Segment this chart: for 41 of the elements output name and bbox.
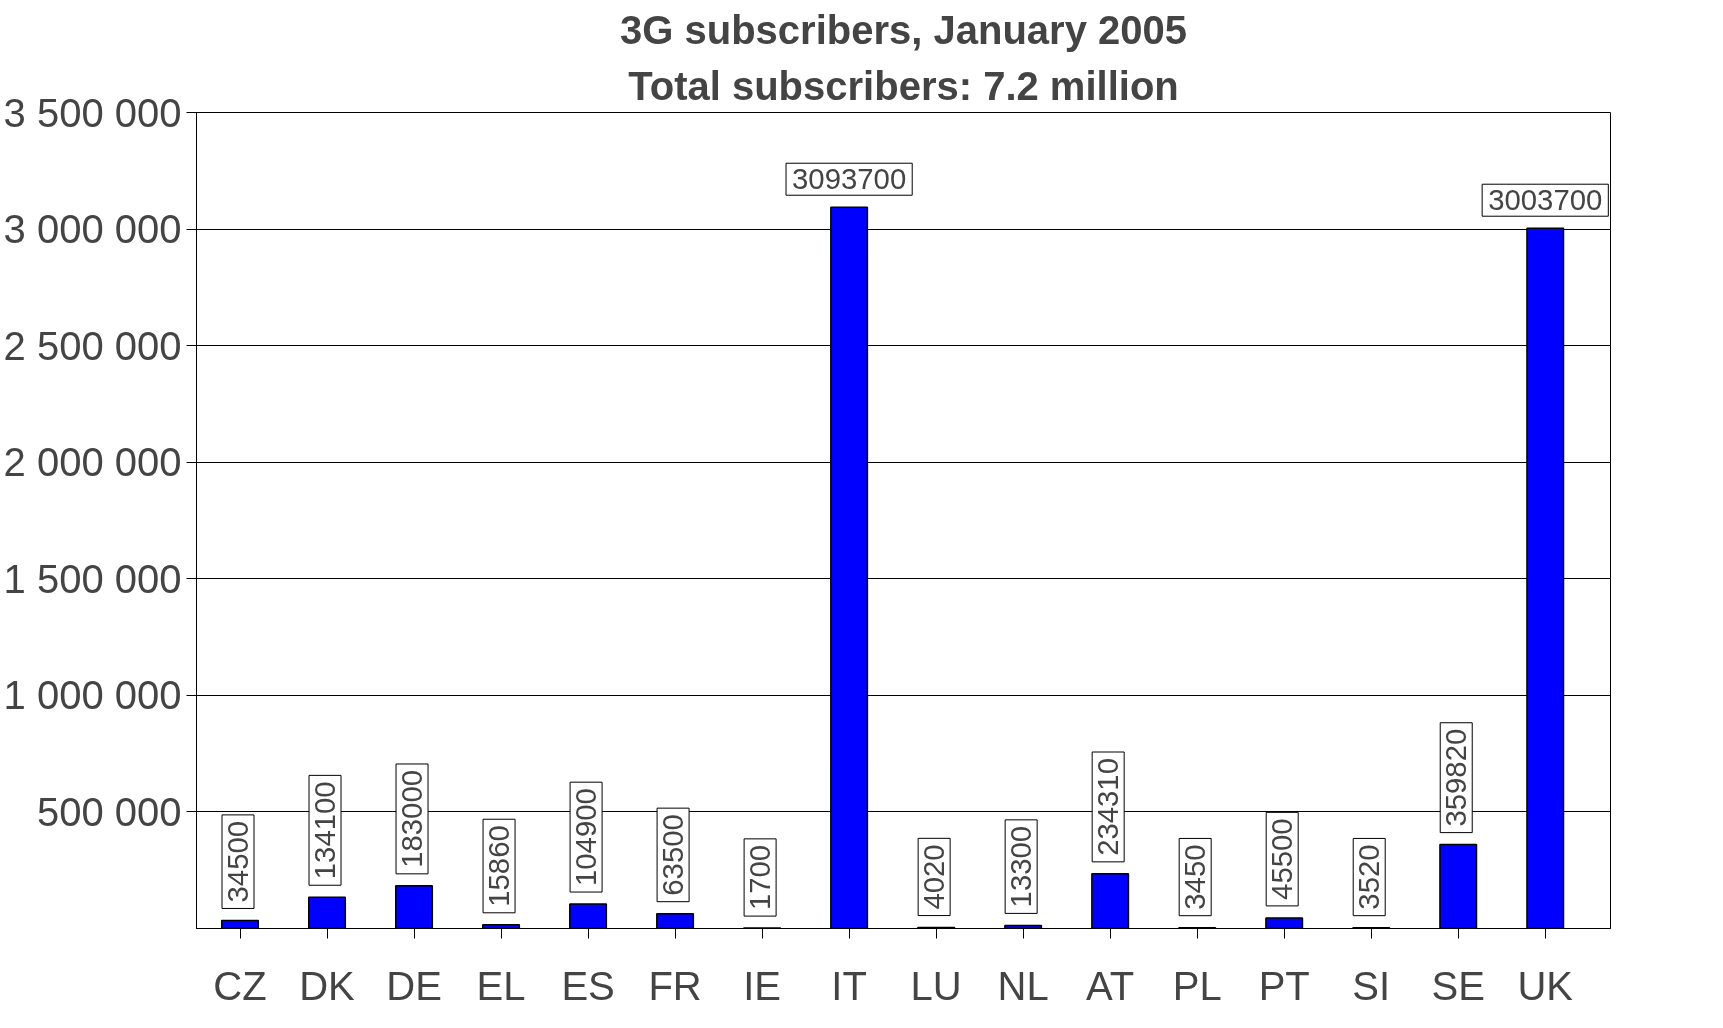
y-tick-label: 1 000 000 xyxy=(3,673,182,718)
x-tick-label: FR xyxy=(648,963,702,1008)
x-tick-label: SE xyxy=(1431,963,1485,1008)
data-label: 3093700 xyxy=(792,162,907,196)
x-tick-label: CZ xyxy=(213,963,267,1008)
data-label: 104900 xyxy=(569,788,603,887)
data-label: 3520 xyxy=(1352,844,1386,910)
x-tick-label: DK xyxy=(299,963,356,1008)
y-tick-label: 1 500 000 xyxy=(3,556,182,601)
x-tick-label: PT xyxy=(1258,963,1310,1008)
x-tick-label: NL xyxy=(997,963,1049,1008)
data-label: 3450 xyxy=(1178,844,1212,910)
x-tick-label: DE xyxy=(386,963,442,1008)
data-label: 15860 xyxy=(482,825,516,907)
data-label: 34500 xyxy=(221,820,255,903)
x-tick-label: PL xyxy=(1172,963,1222,1008)
y-tick-label: 2 000 000 xyxy=(3,440,182,485)
data-label: 1700 xyxy=(743,844,777,911)
data-label: 234310 xyxy=(1091,758,1125,856)
x-tick-label: IE xyxy=(743,963,781,1008)
chart-subtitle: Total subscribers: 7.2 million xyxy=(628,63,1179,108)
y-tick-label: 500 000 xyxy=(36,789,182,834)
x-tick-label: LU xyxy=(910,963,962,1008)
y-tick-label: 3 000 000 xyxy=(3,207,182,252)
x-tick-label: UK xyxy=(1517,963,1574,1008)
x-tick-label: ES xyxy=(561,963,615,1008)
y-tick-label: 3 500 000 xyxy=(3,90,182,135)
x-tick-label: EL xyxy=(476,963,526,1008)
data-label: 134100 xyxy=(308,781,342,880)
data-label: 359820 xyxy=(1439,728,1473,827)
x-tick-label: IT xyxy=(831,963,867,1008)
x-tick-label: AT xyxy=(1086,963,1135,1008)
data-label: 63500 xyxy=(656,814,690,896)
chart-title: 3G subscribers, January 2005 xyxy=(620,7,1187,52)
x-tick-label: SI xyxy=(1352,963,1391,1008)
data-label: 13300 xyxy=(1004,825,1038,908)
data-label: 4020 xyxy=(917,844,951,910)
data-label: 45500 xyxy=(1265,818,1299,900)
data-label: 183000 xyxy=(395,769,429,868)
data-label: 3003700 xyxy=(1488,183,1603,217)
y-tick-label: 2 500 000 xyxy=(3,323,182,368)
